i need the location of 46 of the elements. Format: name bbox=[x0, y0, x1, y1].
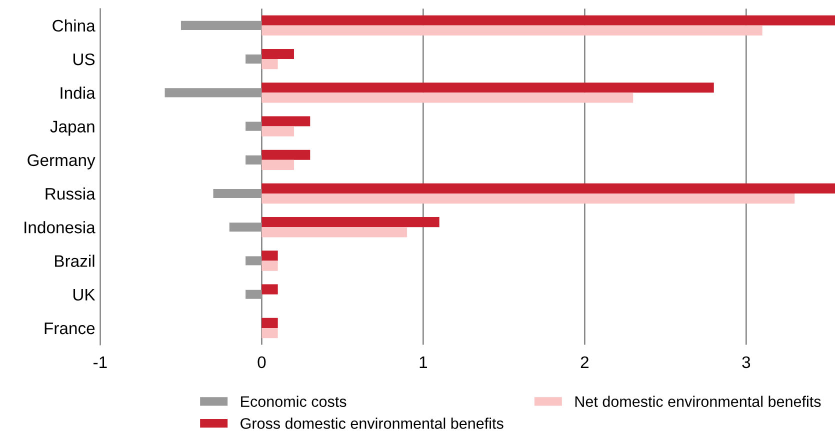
bar bbox=[262, 150, 310, 160]
bar bbox=[180, 20, 262, 30]
bar bbox=[262, 250, 278, 261]
y-tick-label: Brazil bbox=[55, 254, 94, 267]
bar bbox=[262, 217, 440, 228]
bar bbox=[246, 54, 262, 64]
bar bbox=[262, 25, 762, 36]
bar bbox=[262, 183, 835, 194]
bar bbox=[262, 284, 278, 294]
y-tick-label: India bbox=[60, 86, 96, 99]
y-tick-label: China bbox=[52, 19, 96, 32]
x-tick-label: -1 bbox=[94, 356, 107, 368]
y-tick-label: US bbox=[73, 53, 95, 66]
bar bbox=[246, 256, 262, 266]
bar bbox=[213, 188, 262, 198]
bar bbox=[262, 48, 294, 60]
bar bbox=[262, 59, 278, 70]
bar bbox=[246, 122, 262, 131]
y-tick-label: UK bbox=[73, 288, 96, 301]
bar bbox=[262, 126, 294, 136]
y-tick-label: Russia bbox=[46, 187, 96, 200]
x-tick-label: 1 bbox=[420, 356, 428, 368]
x-tick-label: 2 bbox=[580, 356, 588, 368]
legend-label: Net domestic environmental benefits bbox=[575, 396, 821, 408]
legend-label: Economic costs bbox=[241, 396, 346, 408]
bar bbox=[229, 222, 262, 232]
bar bbox=[262, 82, 714, 93]
y-tick-label: Indonesia bbox=[24, 221, 96, 234]
bar bbox=[262, 194, 795, 204]
bar bbox=[262, 160, 294, 170]
bar bbox=[262, 227, 408, 238]
x-tick-label: 0 bbox=[258, 356, 266, 368]
bar bbox=[262, 116, 310, 126]
bar bbox=[262, 260, 278, 271]
x-tick-label: 3 bbox=[742, 356, 750, 368]
bar bbox=[246, 290, 262, 299]
legend-label: Gross domestic environmental benefits bbox=[240, 418, 504, 429]
bar bbox=[164, 88, 262, 98]
y-tick-label: Germany bbox=[28, 154, 96, 170]
bar bbox=[246, 155, 262, 164]
y-tick-label: Japan bbox=[50, 120, 94, 136]
bar bbox=[262, 318, 278, 328]
bar bbox=[262, 328, 278, 338]
bar bbox=[262, 92, 634, 103]
bar bbox=[262, 15, 835, 26]
y-tick-label: France bbox=[44, 322, 95, 334]
